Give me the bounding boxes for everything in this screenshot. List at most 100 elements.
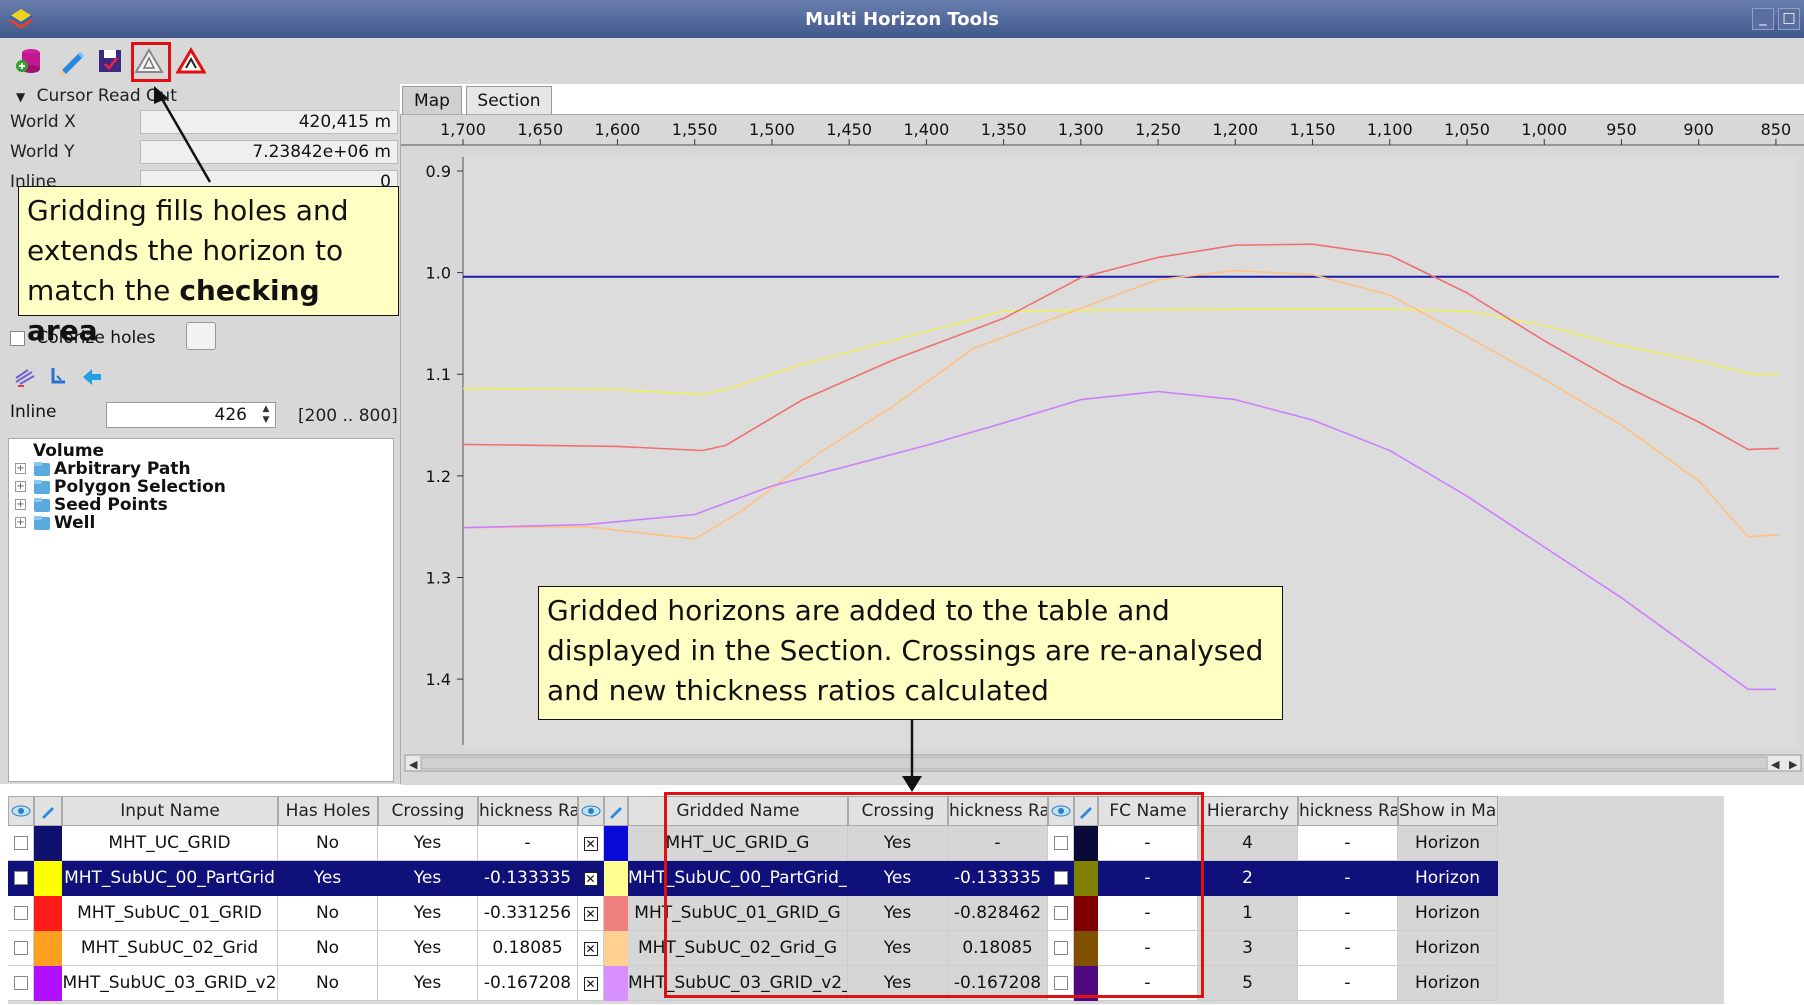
folder-icon: [33, 460, 51, 477]
x-tick-label: 1,500: [749, 120, 795, 139]
horizon-line[interactable]: [462, 269, 1780, 540]
seed-tool-icon[interactable]: [47, 366, 69, 388]
x-tick-label: 1,200: [1212, 120, 1258, 139]
cell-thickness: 0.18085: [478, 931, 578, 966]
color-swatch[interactable]: [1074, 896, 1098, 931]
gridded-color-header[interactable]: [604, 796, 628, 826]
colorize-holes-option[interactable]: Colorize holes: [10, 328, 156, 348]
horizon-list-icon[interactable]: [14, 366, 36, 388]
color-swatch[interactable]: [34, 896, 62, 931]
fc-color-header[interactable]: [1074, 796, 1098, 826]
color-swatch[interactable]: [34, 966, 62, 1001]
row-checkbox[interactable]: [8, 861, 34, 896]
expand-icon[interactable]: +: [15, 463, 26, 474]
checkbox-box: [1053, 976, 1068, 990]
edit-tool-button[interactable]: [54, 44, 88, 78]
left-panel: ▼ Cursor Read Out World X 420,415 m Worl…: [0, 84, 400, 784]
world-x-row: World X 420,415 m: [10, 110, 398, 134]
cell-thickness: -0.167208: [478, 966, 578, 1001]
gridded-crossing-header[interactable]: Crossing: [848, 796, 948, 826]
tree-item-label: Volume: [33, 441, 105, 461]
cell-fc-thickness: -: [1298, 896, 1398, 931]
scrollbar-thumb[interactable]: [420, 756, 1768, 770]
save-check-button[interactable]: [93, 44, 127, 78]
gridded-thickness-header[interactable]: hickness Rati: [948, 796, 1048, 826]
cell-g-thickness: -: [948, 826, 1048, 861]
expand-icon[interactable]: +: [15, 481, 26, 492]
row-checkbox[interactable]: [8, 896, 34, 931]
gridded-visibility-header[interactable]: [578, 796, 604, 826]
arrow-head-1: [154, 86, 168, 104]
maximize-button[interactable]: □: [1778, 8, 1800, 30]
color-swatch[interactable]: [34, 826, 62, 861]
fc-visibility-header[interactable]: [1048, 796, 1074, 826]
cell-has-holes: No: [278, 826, 378, 861]
thickness-ratio-header[interactable]: hickness Rati: [478, 796, 578, 826]
horizon-line[interactable]: [462, 390, 1776, 691]
row-checkbox[interactable]: [1048, 931, 1074, 966]
colorize-holes-checkbox[interactable]: [10, 330, 25, 346]
scroll-right-icon[interactable]: ◀: [1771, 758, 1780, 771]
cell-thickness: -0.133335: [478, 861, 578, 896]
gridded-visibility-checkbox[interactable]: ✕: [578, 896, 604, 931]
color-swatch[interactable]: [604, 861, 628, 896]
row-checkbox[interactable]: [8, 826, 34, 861]
gridding-button-highlight: [131, 42, 171, 82]
scroll-left-icon[interactable]: ◀: [409, 758, 418, 771]
hole-color-button[interactable]: [186, 322, 216, 350]
color-swatch[interactable]: [604, 931, 628, 966]
row-checkbox[interactable]: [8, 966, 34, 1001]
row-checkbox[interactable]: [1048, 861, 1074, 896]
input-name-header[interactable]: Input Name: [62, 796, 278, 826]
crossing-header[interactable]: Crossing: [378, 796, 478, 826]
database-tool-button[interactable]: [12, 44, 46, 78]
crossing-check-button[interactable]: [174, 44, 208, 78]
x-tick-label: 1,650: [517, 120, 563, 139]
app-logo-icon: [8, 6, 34, 30]
has-holes-header[interactable]: Has Holes: [278, 796, 378, 826]
inline-label: Inline: [10, 402, 57, 422]
row-checkbox[interactable]: [1048, 896, 1074, 931]
visibility-column-header[interactable]: [8, 796, 34, 826]
eye-icon: [1051, 805, 1071, 817]
scroll-right-icon[interactable]: ▶: [1789, 758, 1798, 771]
horizon-line[interactable]: [462, 243, 1780, 452]
color-swatch[interactable]: [604, 896, 628, 931]
tab-section[interactable]: Section: [466, 86, 552, 116]
gridded-columns-highlight: [664, 792, 1204, 998]
fc-thickness-header[interactable]: hickness Rati: [1298, 796, 1398, 826]
cursor-readout-header[interactable]: ▼ Cursor Read Out: [16, 86, 177, 106]
inline-spinbox[interactable]: 426: [106, 402, 276, 428]
gridded-visibility-checkbox[interactable]: ✕: [578, 826, 604, 861]
color-column-header[interactable]: [34, 796, 62, 826]
row-checkbox[interactable]: [1048, 826, 1074, 861]
row-checkbox[interactable]: [8, 931, 34, 966]
color-swatch[interactable]: [1074, 931, 1098, 966]
gridded-visibility-checkbox[interactable]: ✕: [578, 966, 604, 1001]
tab-map[interactable]: Map: [402, 86, 462, 116]
fc-name-header[interactable]: FC Name: [1098, 796, 1198, 826]
cell-g-thickness: -0.133335: [948, 861, 1048, 896]
spin-arrows-icon[interactable]: ▲ ▼: [262, 404, 270, 425]
expand-icon[interactable]: +: [15, 517, 26, 528]
color-swatch[interactable]: [604, 966, 628, 1001]
gridded-visibility-checkbox[interactable]: ✕: [578, 861, 604, 896]
gridded-visibility-checkbox[interactable]: ✕: [578, 931, 604, 966]
horizon-line[interactable]: [462, 308, 1779, 396]
color-swatch[interactable]: [34, 931, 62, 966]
gridding-button[interactable]: [132, 44, 166, 78]
show-in-map-header[interactable]: Show in Map: [1398, 796, 1498, 826]
cell-show-in-map: Horizon: [1398, 966, 1498, 1001]
minimize-button[interactable]: _: [1752, 8, 1774, 30]
hierarchy-header[interactable]: Hierarchy: [1198, 796, 1298, 826]
color-swatch[interactable]: [1074, 861, 1098, 896]
folder-icon: [33, 496, 51, 513]
back-arrow-icon[interactable]: [81, 366, 103, 388]
checked-box-icon: ✕: [583, 977, 598, 991]
color-swatch[interactable]: [34, 861, 62, 896]
color-swatch[interactable]: [604, 826, 628, 861]
gridding-callout-bold: checking area: [27, 274, 320, 347]
x-tick-label: 1,600: [595, 120, 641, 139]
expand-icon[interactable]: +: [15, 499, 26, 510]
color-swatch[interactable]: [1074, 826, 1098, 861]
